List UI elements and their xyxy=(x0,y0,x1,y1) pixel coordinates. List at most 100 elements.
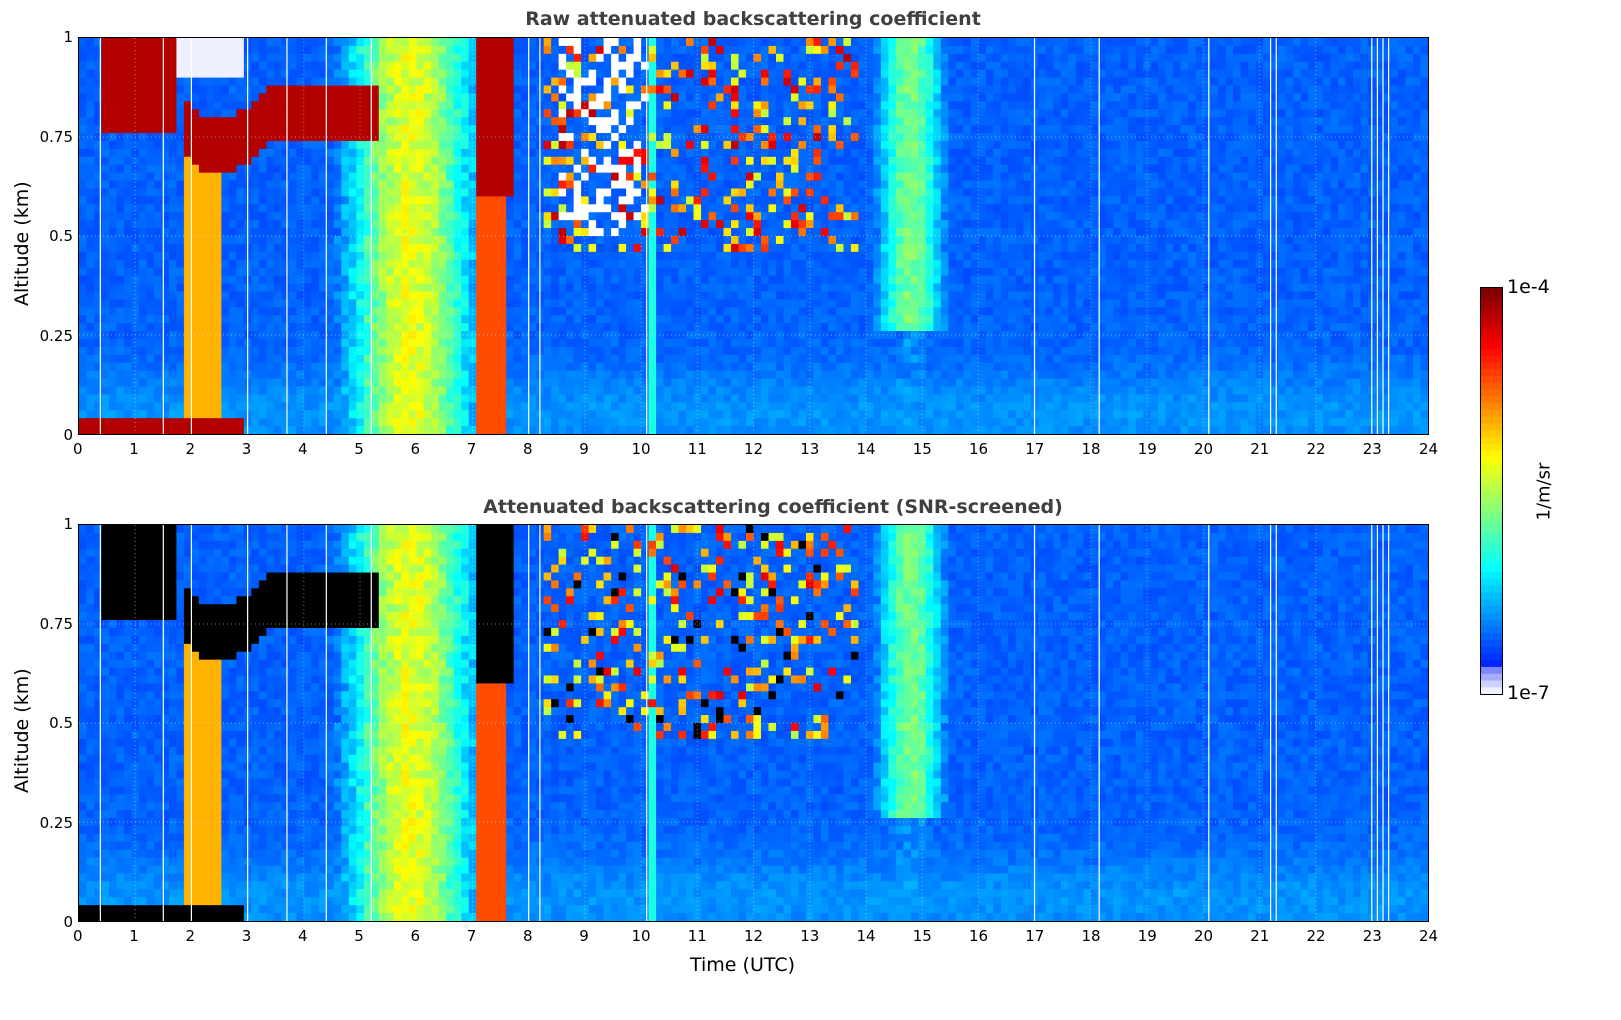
heatmap-cell xyxy=(775,267,785,277)
heatmap-cell xyxy=(468,267,477,277)
heatmap-cell xyxy=(723,196,732,205)
heatmap-cell xyxy=(521,125,530,134)
heatmap-cell xyxy=(603,354,612,364)
heatmap-cell xyxy=(768,386,777,395)
heatmap-cell xyxy=(648,228,657,237)
heatmap-cell xyxy=(813,69,822,79)
heatmap-cell xyxy=(513,180,522,190)
heatmap-cell xyxy=(101,133,110,142)
heatmap-cell xyxy=(760,236,770,245)
heatmap-cell xyxy=(318,125,327,134)
heatmap-cell xyxy=(648,125,657,134)
heatmap-cell xyxy=(716,148,725,158)
heatmap-cell xyxy=(93,410,103,419)
heatmap-cell xyxy=(161,77,170,87)
heatmap-cell xyxy=(768,299,777,308)
heatmap-cell xyxy=(153,77,163,87)
heatmap-cell xyxy=(543,117,552,126)
heatmap-cell xyxy=(491,148,500,158)
heatmap-cell xyxy=(618,354,627,364)
heatmap-cell xyxy=(116,156,125,166)
heatmap-cell xyxy=(288,101,297,110)
heatmap-cell xyxy=(363,354,372,364)
heatmap-cell xyxy=(491,378,500,388)
heatmap-cell xyxy=(221,188,230,197)
heatmap-cell xyxy=(775,85,785,95)
heatmap-cell xyxy=(378,133,387,142)
heatmap-cell xyxy=(760,402,770,411)
heatmap-cell xyxy=(476,291,485,300)
heatmap-cell xyxy=(138,180,148,190)
heatmap-cell xyxy=(626,323,635,332)
heatmap-cell xyxy=(161,180,170,190)
heatmap-cell xyxy=(168,85,178,95)
heatmap-cell xyxy=(236,220,245,229)
heatmap-cell xyxy=(731,426,740,434)
heatmap-cell xyxy=(176,164,185,174)
heatmap-cell xyxy=(760,378,770,388)
heatmap-cell xyxy=(633,283,642,293)
heatmap-cell xyxy=(581,77,590,87)
heatmap-cell xyxy=(738,69,747,79)
heatmap-cell xyxy=(221,370,230,380)
heatmap-cell xyxy=(798,386,807,395)
heatmap-cell xyxy=(618,378,627,388)
heatmap-cell xyxy=(161,236,170,245)
heatmap-cell xyxy=(318,148,327,158)
heatmap-cell xyxy=(408,378,417,388)
heatmap-cell xyxy=(498,101,507,110)
heatmap-cell xyxy=(498,378,507,388)
heatmap-cell xyxy=(228,307,237,316)
heatmap-cell xyxy=(476,370,485,380)
heatmap-cell xyxy=(521,172,530,182)
heatmap-cell xyxy=(648,133,657,142)
heatmap-cell xyxy=(648,101,657,110)
heatmap-cell xyxy=(198,196,207,205)
heatmap-cell xyxy=(348,331,357,340)
heatmap-cell xyxy=(641,204,650,213)
heatmap-cell xyxy=(386,188,395,197)
heatmap-cell xyxy=(273,38,282,47)
heatmap-cell xyxy=(393,228,402,237)
heatmap-cell xyxy=(790,426,800,434)
heatmap-cell xyxy=(468,228,477,237)
heatmap-cell xyxy=(491,77,500,87)
heatmap-cell xyxy=(783,402,792,411)
heatmap-cell xyxy=(798,61,807,71)
heatmap-cell xyxy=(153,243,163,253)
heatmap-cell xyxy=(266,45,275,55)
heatmap-cell xyxy=(273,338,282,348)
heatmap-cell xyxy=(108,307,118,316)
heatmap-cell xyxy=(626,164,635,174)
heatmap-cell xyxy=(221,275,230,285)
heatmap-cell xyxy=(820,188,830,197)
heatmap-cell xyxy=(648,172,657,182)
heatmap-cell xyxy=(678,204,687,213)
heatmap-cell xyxy=(783,212,792,221)
heatmap-cell xyxy=(198,338,207,348)
heatmap-cell xyxy=(521,101,530,110)
heatmap-cell xyxy=(596,354,605,364)
heatmap-cell xyxy=(116,267,125,277)
heatmap-cell xyxy=(386,204,395,213)
heatmap-cell xyxy=(528,291,537,300)
heatmap-cell xyxy=(86,283,95,293)
heatmap-cell xyxy=(506,426,515,434)
heatmap-cell xyxy=(363,394,372,403)
heatmap-cell xyxy=(348,61,357,71)
heatmap-cell xyxy=(603,346,612,356)
heatmap-cell xyxy=(356,38,365,47)
heatmap-cell xyxy=(423,38,432,47)
heatmap-cell xyxy=(371,418,380,427)
heatmap-cell xyxy=(236,77,245,87)
heatmap-cell xyxy=(431,109,440,118)
heatmap-cell xyxy=(153,101,163,110)
heatmap-cell xyxy=(633,243,642,253)
heatmap-cell xyxy=(693,402,702,411)
heatmap-cell xyxy=(273,362,282,372)
heatmap-cell xyxy=(236,323,245,332)
heatmap-cell xyxy=(573,378,582,388)
heatmap-cell xyxy=(258,69,267,79)
heatmap-cell xyxy=(86,243,95,253)
heatmap-cell xyxy=(716,331,725,340)
